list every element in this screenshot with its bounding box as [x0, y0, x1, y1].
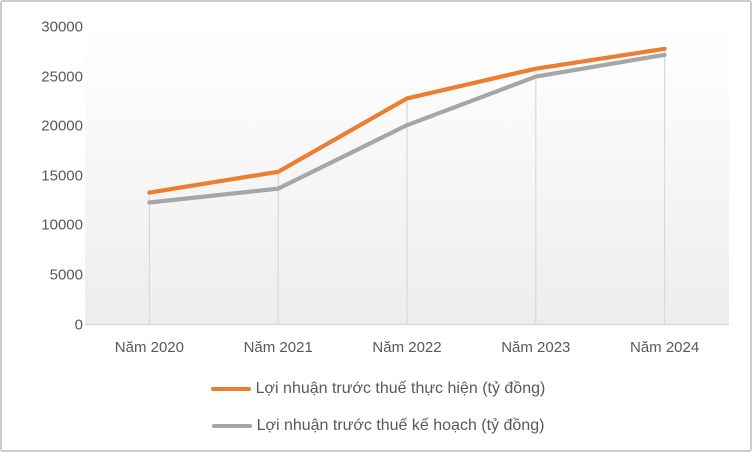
legend-item: Lợi nhuận trước thuế kế hoạch (tỷ đồng) [211, 413, 545, 439]
series-line-1 [147, 52, 667, 205]
legend: Lợi nhuận trước thuế thực hiện (tỷ đồng)… [2, 376, 750, 439]
y-tick-label: 0 [74, 316, 83, 333]
x-tick-label: Năm 2024 [629, 339, 700, 356]
legend-label: Lợi nhuận trước thuế thực hiện (tỷ đồng) [255, 380, 546, 397]
y-tick-label: 25000 [41, 68, 83, 86]
legend-label: Lợi nhuận trước thuế kế hoạch (tỷ đồng) [256, 417, 545, 434]
legend-line-swatch [211, 423, 252, 429]
x-tick-label: Năm 2020 [114, 339, 184, 356]
y-tick-label: 5000 [49, 266, 83, 284]
series-line-0 [147, 46, 667, 195]
y-tick-label: 20000 [41, 117, 83, 135]
x-tick-label: Năm 2021 [243, 339, 313, 356]
legend-item: Lợi nhuận trước thuế thực hiện (tỷ đồng) [210, 376, 546, 402]
y-tick-label: 30000 [41, 18, 83, 36]
x-tick-label: Năm 2022 [372, 339, 442, 356]
y-tick-label: 15000 [41, 167, 83, 185]
x-tick-label: Năm 2023 [501, 339, 571, 356]
legend-line-swatch [210, 386, 251, 392]
y-tick-label: 10000 [41, 216, 83, 234]
